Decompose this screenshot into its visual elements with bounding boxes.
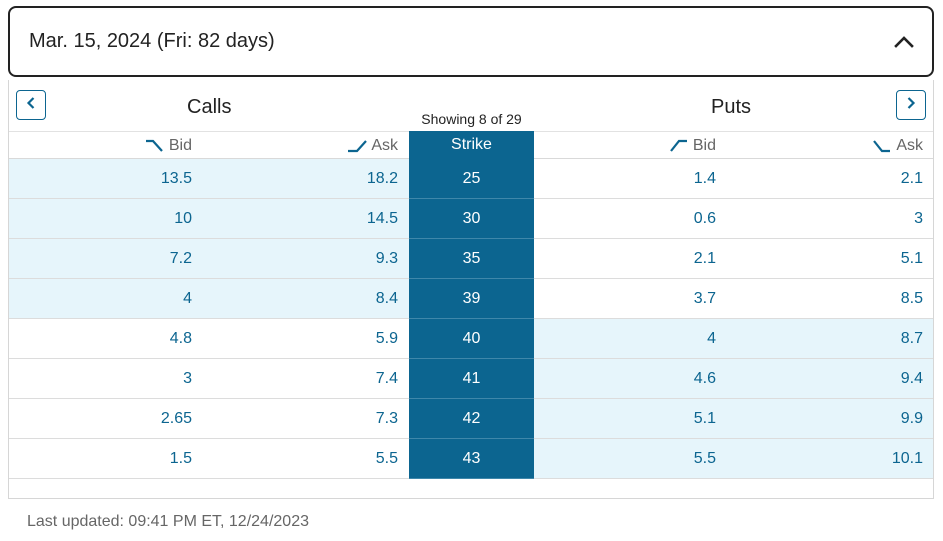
option-rows: 13.5 18.2 25 1.4 2.1 10 14.5 30 0.6 3 7.… (9, 159, 933, 479)
put-ask-cell[interactable]: 8.7 (900, 329, 923, 347)
table-row: 1.5 5.5 43 5.5 10.1 (9, 439, 933, 479)
call-itm-shade (9, 239, 409, 278)
column-header-put-bid[interactable]: Bid (534, 132, 716, 159)
call-bid-cell[interactable]: 2.65 (160, 409, 192, 427)
last-updated-text: Last updated: 09:41 PM ET, 12/24/2023 (27, 513, 309, 530)
call-bid-cell[interactable]: 10 (174, 209, 192, 227)
table-row: 4.8 5.9 40 4 8.7 (9, 319, 933, 359)
table-row: 3 7.4 41 4.6 9.4 (9, 359, 933, 399)
calls-title: Calls (187, 96, 232, 118)
table-row: 13.5 18.2 25 1.4 2.1 (9, 159, 933, 199)
table-row: 2.65 7.3 42 5.1 9.9 (9, 399, 933, 439)
put-ask-cell[interactable]: 5.1 (900, 249, 923, 267)
call-bid-header-label: Bid (168, 136, 192, 154)
call-ask-cell[interactable]: 5.9 (375, 329, 398, 347)
column-header-call-bid[interactable]: Bid (9, 132, 192, 159)
column-header-strike: Strike (409, 131, 534, 159)
call-ask-cell[interactable]: 7.4 (375, 369, 398, 387)
call-bid-cell[interactable]: 3 (183, 369, 192, 387)
put-bid-cell[interactable]: 5.1 (693, 409, 716, 427)
expiry-date-label: Mar. 15, 2024 (Fri: 82 days) (29, 30, 275, 52)
put-ask-cell[interactable]: 9.9 (900, 409, 923, 427)
column-headers: Bid Ask Strike Bid Ask (9, 131, 933, 159)
previous-strikes-button[interactable] (16, 90, 46, 120)
chevron-up-icon[interactable] (894, 35, 914, 49)
call-ask-cell[interactable]: 8.4 (375, 289, 398, 307)
table-row: 7.2 9.3 35 2.1 5.1 (9, 239, 933, 279)
put-ask-cell[interactable]: 9.4 (900, 369, 923, 387)
call-bid-cell[interactable]: 1.5 (169, 449, 192, 467)
call-ask-cell[interactable]: 18.2 (366, 169, 398, 187)
put-itm-shade (534, 359, 933, 398)
put-ask-header-label: Ask (896, 136, 923, 154)
put-bid-cell[interactable]: 2.1 (693, 249, 716, 267)
call-ask-cell[interactable]: 5.5 (375, 449, 398, 467)
showing-count: Showing 8 of 29 (421, 111, 522, 127)
put-ask-cell[interactable]: 2.1 (900, 169, 923, 187)
put-ask-cell[interactable]: 10.1 (891, 449, 923, 467)
put-bid-cell[interactable]: 3.7 (693, 289, 716, 307)
strike-cell: 25 (409, 159, 534, 199)
column-header-call-ask[interactable]: Ask (209, 132, 398, 159)
put-itm-shade (534, 399, 933, 438)
call-ask-cell[interactable]: 7.3 (375, 409, 398, 427)
chevron-right-icon (906, 96, 916, 115)
column-header-put-ask[interactable]: Ask (729, 132, 923, 159)
strike-cell: 42 (409, 399, 534, 439)
put-bid-cell[interactable]: 4 (707, 329, 716, 347)
put-bid-cell[interactable]: 5.5 (693, 449, 716, 467)
sort-trend-up-icon (670, 139, 687, 152)
strike-cell: 41 (409, 359, 534, 399)
call-ask-header-label: Ask (371, 136, 398, 154)
put-ask-cell[interactable]: 8.5 (900, 289, 923, 307)
option-chain-panel: Calls Showing 8 of 29 Puts Bid Ask Strik… (8, 80, 934, 499)
puts-title: Puts (711, 96, 752, 118)
put-ask-cell[interactable]: 3 (914, 209, 923, 227)
call-ask-cell[interactable]: 9.3 (375, 249, 398, 267)
expiry-selector[interactable]: Mar. 15, 2024 (Fri: 82 days) (8, 6, 934, 77)
call-ask-cell[interactable]: 14.5 (366, 209, 398, 227)
next-strikes-button[interactable] (896, 90, 926, 120)
call-itm-shade (9, 199, 409, 238)
put-itm-shade (534, 439, 933, 478)
table-row: 4 8.4 39 3.7 8.5 (9, 279, 933, 319)
sort-trend-down-icon (873, 139, 891, 152)
sort-trend-up-icon (348, 139, 368, 152)
put-itm-shade (534, 319, 933, 358)
chevron-left-icon (26, 96, 36, 115)
strike-cell: 35 (409, 239, 534, 279)
strike-cell: 40 (409, 319, 534, 359)
put-bid-cell[interactable]: 0.6 (693, 209, 716, 227)
call-bid-cell[interactable]: 7.2 (169, 249, 192, 267)
call-bid-cell[interactable]: 4.8 (169, 329, 192, 347)
call-bid-cell[interactable]: 4 (183, 289, 192, 307)
put-bid-header-label: Bid (692, 136, 716, 154)
strike-cell: 43 (409, 439, 534, 479)
call-bid-cell[interactable]: 13.5 (160, 169, 192, 187)
strike-cell: 30 (409, 199, 534, 239)
call-itm-shade (9, 159, 409, 198)
call-itm-shade (9, 279, 409, 318)
table-row: 10 14.5 30 0.6 3 (9, 199, 933, 239)
put-bid-cell[interactable]: 1.4 (693, 169, 716, 187)
put-bid-cell[interactable]: 4.6 (693, 369, 716, 387)
strike-cell: 39 (409, 279, 534, 319)
sort-trend-down-icon (145, 139, 163, 152)
